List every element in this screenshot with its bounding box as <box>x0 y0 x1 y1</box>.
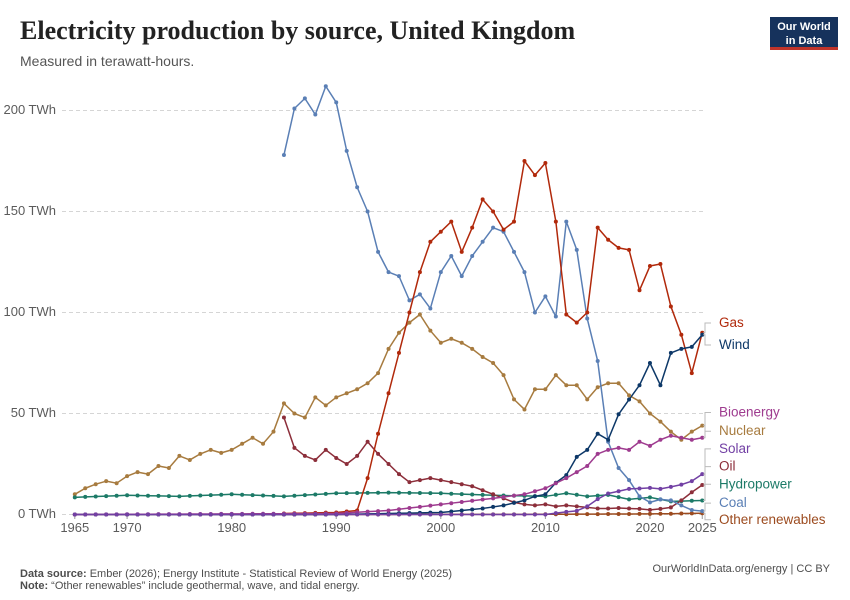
svg-text:200 TWh: 200 TWh <box>3 102 56 117</box>
svg-text:0 TWh: 0 TWh <box>18 506 56 521</box>
svg-text:Gas: Gas <box>719 315 744 330</box>
svg-text:Nuclear: Nuclear <box>719 423 766 438</box>
svg-text:Wind: Wind <box>719 337 750 352</box>
svg-text:Solar: Solar <box>719 441 751 456</box>
svg-text:Bioenergy: Bioenergy <box>719 405 780 420</box>
svg-text:2025: 2025 <box>688 520 717 535</box>
svg-text:2000: 2000 <box>426 520 455 535</box>
svg-text:Coal: Coal <box>719 495 747 510</box>
svg-text:1965: 1965 <box>60 520 89 535</box>
svg-text:150 TWh: 150 TWh <box>3 203 56 218</box>
svg-text:1990: 1990 <box>322 520 351 535</box>
svg-text:100 TWh: 100 TWh <box>3 304 56 319</box>
svg-text:1970: 1970 <box>113 520 142 535</box>
svg-text:2010: 2010 <box>531 520 560 535</box>
svg-text:50 TWh: 50 TWh <box>11 405 56 420</box>
svg-text:1980: 1980 <box>217 520 246 535</box>
svg-text:Other renewables: Other renewables <box>719 512 826 527</box>
svg-text:Hydropower: Hydropower <box>719 476 792 491</box>
svg-text:2020: 2020 <box>636 520 665 535</box>
svg-text:Oil: Oil <box>719 459 736 474</box>
